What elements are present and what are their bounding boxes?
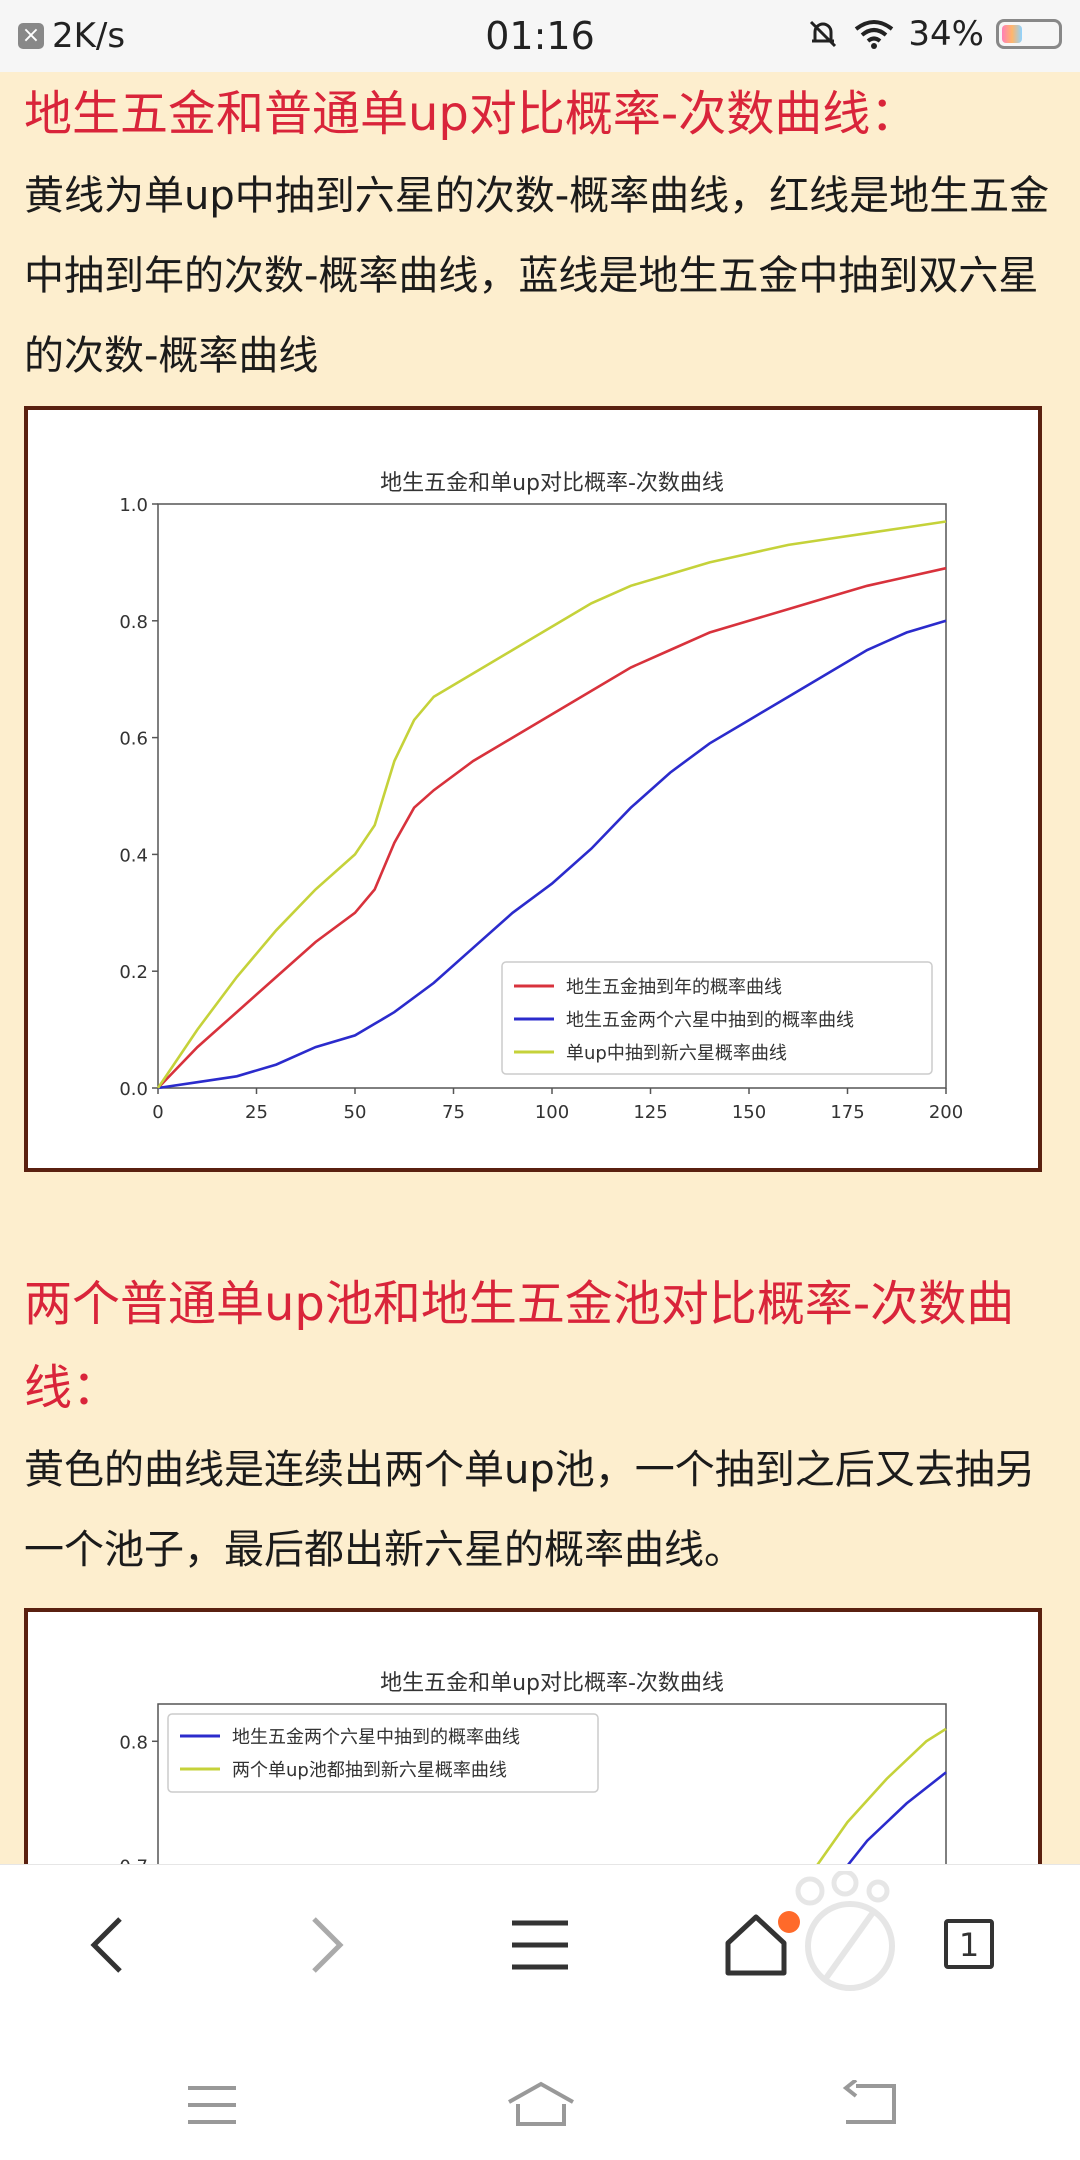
data-off-icon: × bbox=[18, 23, 44, 49]
legend-label: 两个单up池都抽到新六星概率曲线 bbox=[232, 1760, 507, 1781]
y-tick-label: 1.0 bbox=[119, 495, 148, 516]
browser-toolbar: 1 bbox=[0, 1864, 1080, 2021]
series-line-0 bbox=[847, 1771, 947, 1864]
clock: 01:16 bbox=[485, 14, 595, 58]
recent-apps-icon[interactable] bbox=[186, 2080, 238, 2130]
y-tick-label: 0.8 bbox=[119, 612, 148, 633]
status-bar: × 2K/s 01:16 34% bbox=[0, 0, 1080, 72]
tab-count: 1 bbox=[944, 1919, 994, 1969]
forward-button[interactable] bbox=[286, 1905, 366, 1985]
x-tick-label: 200 bbox=[929, 1102, 963, 1123]
y-tick-label: 0.8 bbox=[119, 1732, 148, 1753]
plot-area bbox=[157, 1703, 947, 1864]
chart-figure-1: 地生五金和单up对比概率-次数曲线 0.0 0.2 0.4 0.6 0.8 1.0 0 25 50… bbox=[24, 406, 1042, 1172]
series-line-0 bbox=[157, 566, 947, 1089]
menu-button[interactable] bbox=[500, 1905, 580, 1985]
status-right: 34% bbox=[806, 14, 1062, 54]
x-tick-label: 0 bbox=[152, 1102, 163, 1123]
legend-label: 地生五金两个六星中抽到的概率曲线 bbox=[566, 1010, 854, 1031]
x-tick-label: 150 bbox=[732, 1102, 766, 1123]
legend-label: 地生五金抽到年的概率曲线 bbox=[566, 977, 782, 998]
y-tick-label: 0.6 bbox=[119, 729, 148, 750]
x-tick-label: 175 bbox=[830, 1102, 864, 1123]
status-left: × 2K/s bbox=[18, 16, 125, 56]
x-tick-label: 100 bbox=[535, 1102, 569, 1123]
wifi-icon bbox=[855, 20, 894, 49]
series-line-2 bbox=[156, 520, 947, 1089]
system-navigation-bar bbox=[0, 2020, 1080, 2160]
net-speed: 2K/s bbox=[52, 16, 126, 56]
tabs-button[interactable]: 1 bbox=[930, 1905, 1010, 1985]
section-paragraph: 黄线为单up中抽到六星的次数-概率曲线，红线是地生五金中抽到年的次数-概率曲线，… bbox=[24, 173, 1050, 379]
chart-title: 地生五金和单up对比概率-次数曲线 bbox=[380, 471, 724, 496]
home-icon bbox=[725, 1914, 787, 1976]
article-content: 地生五金和普通单up对比概率-次数曲线： 黄线为单up中抽到六星的次数-概率曲线… bbox=[0, 72, 1080, 1864]
section-title: 地生五金和普通单up对比概率-次数曲线： bbox=[24, 86, 919, 142]
mute-notification-icon bbox=[810, 20, 837, 48]
chart-1-svg: 地生五金和单up对比概率-次数曲线 0.0 0.2 0.4 0.6 0.8 1.0 0 25 50… bbox=[119, 471, 963, 1123]
x-tick-label: 75 bbox=[442, 1102, 465, 1123]
series-line-1 bbox=[157, 619, 947, 1090]
x-tick-label: 50 bbox=[344, 1102, 367, 1123]
x-tick-label: 25 bbox=[245, 1102, 268, 1123]
y-tick-label: 0.0 bbox=[119, 1079, 148, 1100]
chart-title: 地生五金和单up对比概率-次数曲线 bbox=[380, 1671, 724, 1696]
system-back-icon[interactable] bbox=[842, 2080, 898, 2130]
y-tick-label: 0.2 bbox=[119, 962, 148, 983]
system-home-icon[interactable] bbox=[506, 2080, 576, 2130]
chevron-right-icon bbox=[312, 1917, 344, 1973]
mascot-watermark-icon bbox=[795, 1871, 895, 1991]
legend-label: 单up中抽到新六星概率曲线 bbox=[566, 1043, 787, 1064]
battery-icon bbox=[996, 19, 1062, 49]
chevron-left-icon bbox=[90, 1917, 122, 1973]
x-tick-label: 125 bbox=[633, 1102, 667, 1123]
chart-2-svg: 地生五金和单up对比概率-次数曲线0.80.70.6地生五金两个六星中抽到的概率… bbox=[119, 1671, 947, 1864]
y-tick-label: 0.7 bbox=[119, 1857, 148, 1864]
section-title: 两个普通单up池和地生五金池对比概率-次数曲线： bbox=[24, 1276, 1015, 1416]
notification-dot bbox=[778, 1911, 800, 1933]
series-line-1 bbox=[816, 1727, 947, 1864]
battery-percent: 34% bbox=[908, 14, 984, 54]
legend-box bbox=[167, 1713, 599, 1793]
y-tick-label: 0.4 bbox=[119, 845, 148, 866]
hamburger-menu-icon bbox=[512, 1920, 568, 1970]
legend-box bbox=[501, 961, 933, 1075]
home-button[interactable] bbox=[716, 1905, 800, 1985]
back-button[interactable] bbox=[68, 1905, 148, 1985]
section-paragraph: 黄色的曲线是连续出两个单up池，一个抽到之后又去抽另一个池子，最后都出新六星的概… bbox=[24, 1447, 1035, 1573]
legend-label: 地生五金两个六星中抽到的概率曲线 bbox=[232, 1727, 520, 1748]
chart-figure-2: 地生五金和单up对比概率-次数曲线0.80.70.6地生五金两个六星中抽到的概率… bbox=[24, 1608, 1042, 1864]
